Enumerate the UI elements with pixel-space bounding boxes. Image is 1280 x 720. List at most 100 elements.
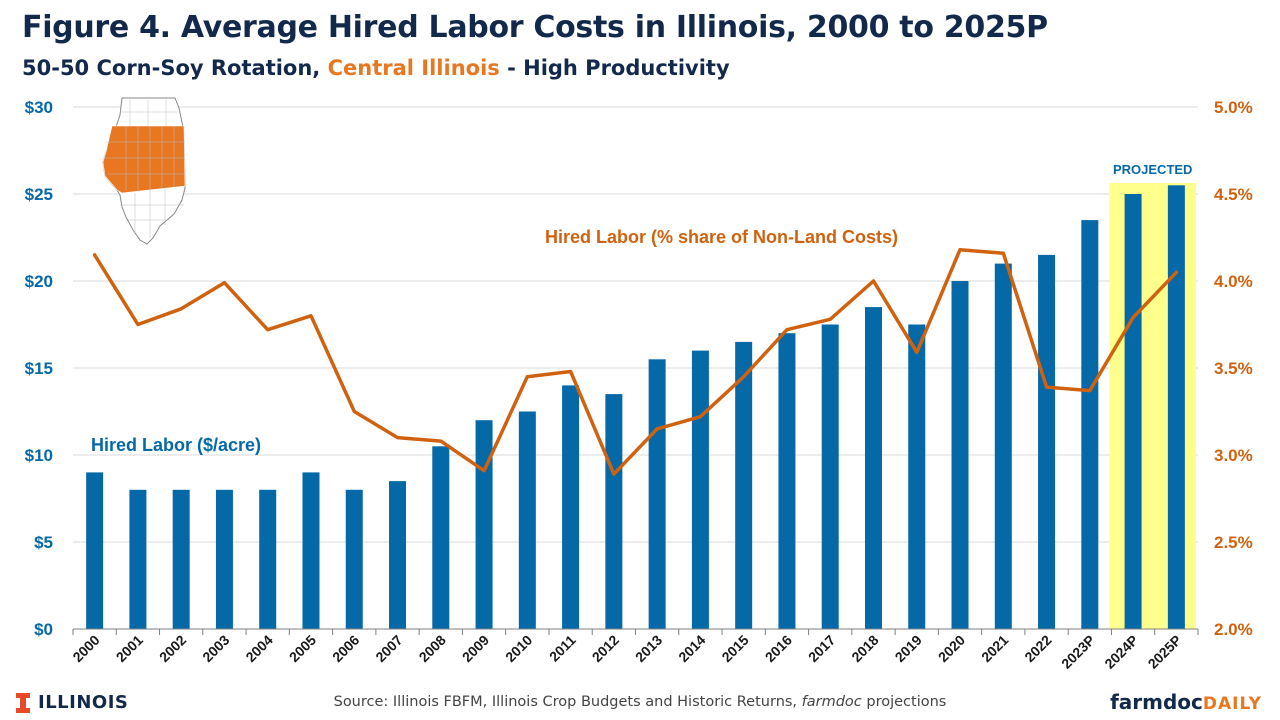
bar [864, 307, 882, 629]
left-tick-label: $10 [25, 446, 53, 465]
x-tick-label: 2020 [935, 632, 968, 665]
line-point [136, 323, 140, 326]
subtitle-suffix: - High Productivity [499, 56, 730, 80]
left-tick-label: $25 [25, 185, 53, 204]
x-tick-label: 2019 [892, 632, 925, 665]
x-tick-label: 2024P [1101, 632, 1141, 672]
bar [1038, 254, 1056, 629]
bar [951, 281, 969, 629]
x-tick-label: 2001 [113, 632, 146, 665]
source-end: projections [861, 694, 947, 710]
line-point [1131, 316, 1135, 320]
x-tick-label: 2007 [372, 632, 405, 665]
x-tick-label: 2025P [1145, 632, 1185, 672]
x-tick-label: 2000 [69, 632, 102, 665]
line-point [871, 279, 875, 283]
bar [389, 481, 407, 629]
bar [1167, 185, 1185, 630]
x-tick-label: 2013 [632, 632, 665, 665]
bar [215, 489, 233, 629]
bar [475, 420, 493, 629]
bar [648, 359, 666, 629]
right-tick-label: 3.0% [1214, 446, 1253, 465]
x-tick-label: 2018 [848, 632, 881, 665]
x-tick-label: 2010 [502, 632, 535, 665]
line-point [1045, 385, 1049, 389]
x-tick-label: 2014 [675, 632, 708, 665]
x-tick-label: 2009 [459, 632, 492, 665]
line-path [92, 247, 1179, 476]
line-point [828, 317, 832, 321]
line-point [612, 472, 616, 476]
left-tick-label: $15 [25, 359, 53, 378]
source-note: Source: Illinois FBFM, Illinois Crop Bud… [0, 694, 1280, 710]
source-main: Source: Illinois FBFM, Illinois Crop Bud… [333, 694, 802, 710]
line-series [92, 247, 1179, 476]
subtitle-prefix: 50-50 Corn-Soy Rotation, [22, 56, 328, 80]
right-tick-label: 5.0% [1214, 98, 1253, 117]
brand-farmdoc: farmdoc [1110, 690, 1203, 714]
series-labels: Hired Labor ($/acre) Hired Labor (% share… [91, 227, 898, 455]
bar [1081, 220, 1099, 629]
bar [562, 385, 580, 629]
line-point [655, 427, 659, 431]
line-point [525, 375, 529, 379]
line-point [396, 436, 400, 440]
line-point [1174, 270, 1178, 274]
line-point [93, 253, 97, 257]
farmdoc-daily-logo: farmdocDAILY [1110, 690, 1262, 714]
bar [1124, 194, 1142, 629]
x-tick-label: 2006 [329, 632, 362, 665]
left-tick-label: $0 [34, 620, 53, 639]
illinois-logo: ILLINOIS [16, 692, 128, 713]
line-point [222, 281, 226, 285]
bar-series-label: Hired Labor ($/acre) [91, 435, 261, 455]
x-tick-label: 2004 [242, 632, 275, 665]
bar [605, 394, 623, 629]
left-tick-label: $5 [34, 533, 53, 552]
bar [345, 489, 363, 629]
line-series-label: Hired Labor (% share of Non-Land Costs) [545, 227, 898, 247]
x-tick-label: 2021 [978, 632, 1011, 665]
bar [691, 350, 709, 629]
bar-series [86, 185, 1185, 630]
block-i-icon [16, 692, 30, 713]
bar [518, 411, 536, 629]
x-tick-label: 2023P [1058, 632, 1098, 672]
line-point [1001, 251, 1005, 255]
bar [129, 489, 147, 629]
x-tick-label: 2003 [199, 632, 232, 665]
illinois-map-icon [102, 97, 186, 245]
right-tick-label: 2.0% [1214, 620, 1253, 639]
line-point [179, 307, 183, 311]
left-tick-label: $20 [25, 272, 53, 291]
x-tick-label: 2016 [762, 632, 795, 665]
grid-lines [73, 106, 1198, 543]
bar [778, 333, 796, 629]
brand-daily: DAILY [1202, 694, 1262, 714]
x-tick-label: 2022 [1021, 632, 1054, 665]
line-point [958, 248, 962, 252]
x-tick-label: 2015 [718, 632, 751, 665]
bar [908, 324, 926, 629]
bar [302, 472, 320, 629]
right-tick-label: 4.0% [1214, 272, 1253, 291]
bar [432, 446, 450, 629]
x-tick-label: 2002 [156, 632, 189, 665]
chart-title: Figure 4. Average Hired Labor Costs in I… [22, 10, 1048, 45]
line-point [569, 369, 573, 373]
line-point [352, 410, 356, 413]
x-tick-label: 2011 [546, 632, 579, 665]
line-point [915, 350, 919, 354]
bar [259, 489, 277, 629]
right-tick-label: 2.5% [1214, 533, 1253, 552]
right-tick-label: 3.5% [1214, 359, 1253, 378]
subtitle-region: Central Illinois [327, 56, 500, 80]
line-point [785, 328, 789, 332]
source-italic: farmdoc [801, 694, 862, 710]
line-point [698, 415, 702, 419]
line-point [1088, 389, 1092, 393]
bar [86, 472, 104, 629]
left-tick-label: $30 [25, 98, 53, 117]
